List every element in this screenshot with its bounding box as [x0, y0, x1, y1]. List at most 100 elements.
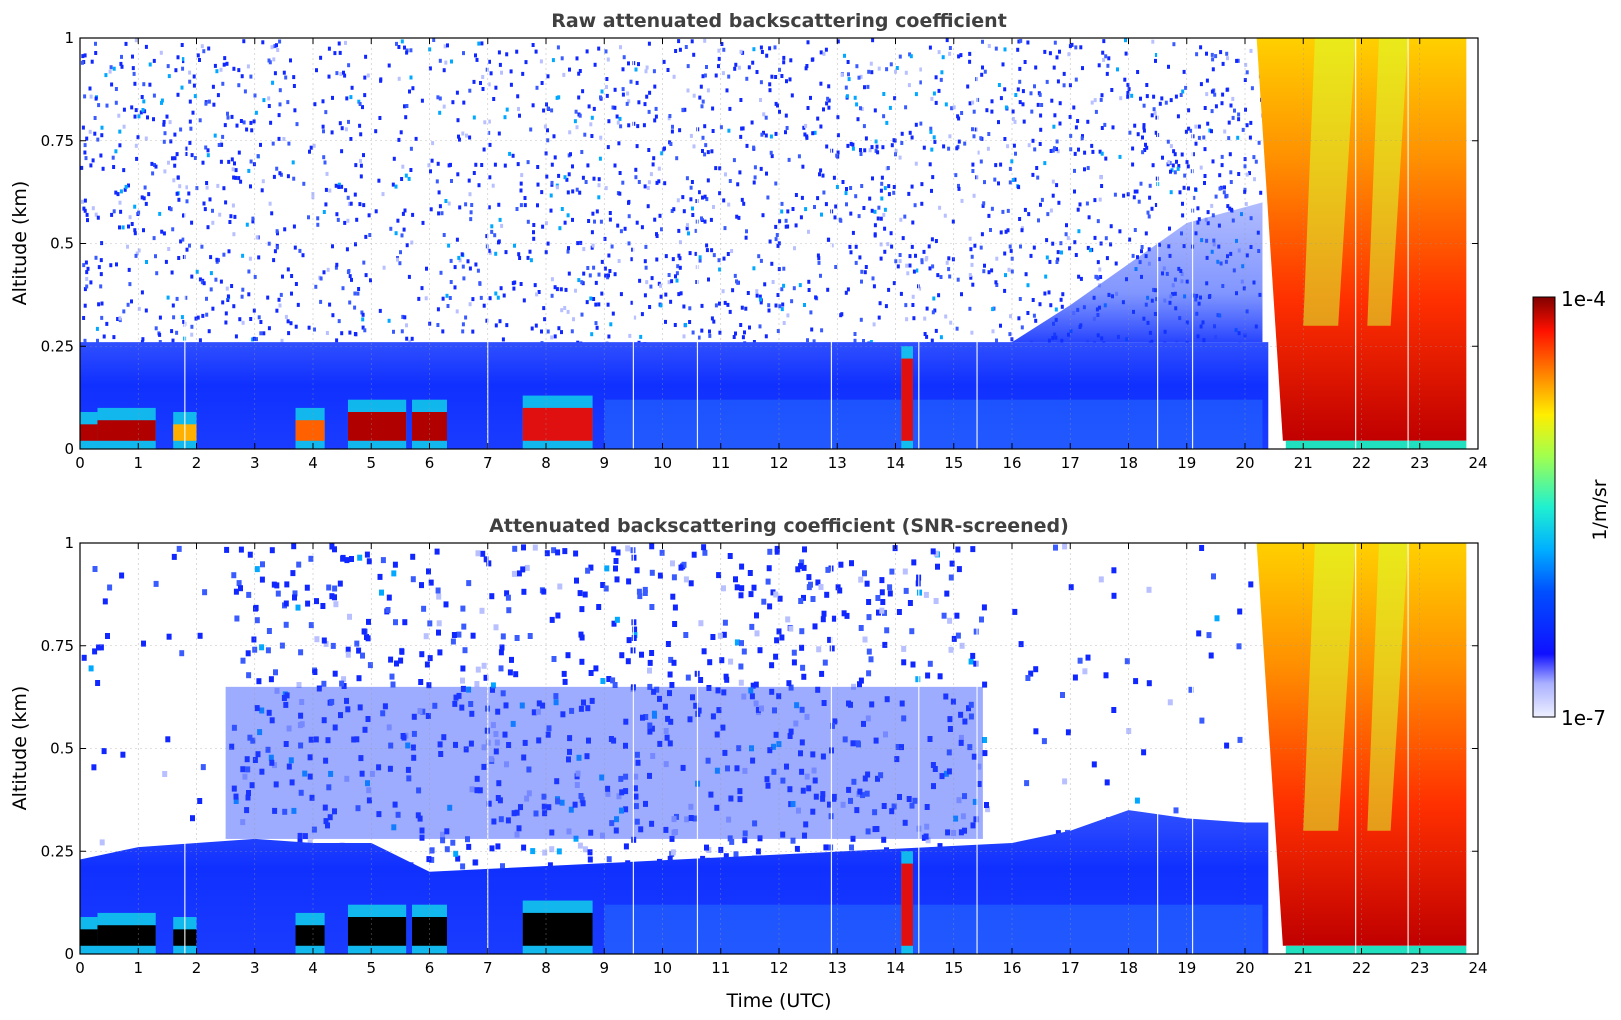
noise-pixel: [354, 736, 360, 743]
noise-pixel: [438, 96, 442, 101]
noise-pixel: [969, 275, 973, 280]
noise-pixel: [645, 280, 649, 285]
noise-pixel: [703, 194, 707, 199]
noise-pixel: [956, 277, 960, 282]
noise-pixel: [994, 46, 998, 51]
noise-pixel: [829, 645, 835, 652]
noise-pixel: [876, 609, 881, 616]
noise-pixel: [731, 288, 735, 293]
noise-pixel: [874, 826, 880, 832]
noise-pixel: [652, 712, 657, 719]
noise-pixel: [816, 196, 820, 201]
noise-pixel: [206, 148, 210, 153]
noise-pixel: [930, 548, 936, 555]
noise-pixel: [1085, 654, 1091, 661]
noise-pixel: [246, 591, 252, 598]
noise-pixel: [242, 39, 246, 44]
noise-pixel: [848, 701, 853, 708]
noise-pixel: [175, 152, 179, 157]
noise-pixel: [493, 624, 499, 631]
noise-pixel: [447, 804, 453, 811]
noise-pixel: [895, 66, 899, 70]
noise-pixel: [1154, 130, 1158, 135]
noise-pixel: [84, 156, 88, 161]
noise-pixel: [463, 746, 469, 753]
noise-pixel: [511, 570, 517, 577]
noise-pixel: [795, 566, 801, 573]
x-tick-label: 21: [1294, 959, 1313, 977]
noise-pixel: [498, 665, 504, 672]
noise-pixel: [981, 39, 984, 44]
y-ticks: 00.250.50.751: [41, 534, 1478, 963]
noise-pixel: [395, 811, 401, 818]
noise-pixel: [361, 325, 365, 330]
noise-pixel: [397, 137, 401, 142]
noise-pixel: [247, 551, 253, 558]
noise-pixel: [359, 132, 363, 137]
noise-pixel: [360, 652, 365, 659]
noise-pixel: [386, 724, 392, 731]
noise-pixel: [292, 224, 296, 229]
noise-pixel: [494, 85, 498, 90]
noise-pixel: [398, 261, 402, 266]
noise-pixel: [991, 329, 995, 334]
noise-pixel: [495, 843, 501, 850]
noise-pixel: [337, 41, 341, 46]
noise-pixel: [611, 105, 615, 110]
noise-pixel: [307, 773, 313, 780]
noise-pixel: [1144, 142, 1147, 147]
noise-pixel: [540, 81, 544, 85]
noise-pixel: [354, 640, 360, 647]
noise-pixel: [884, 696, 890, 703]
noise-pixel: [512, 545, 518, 552]
noise-pixel: [245, 766, 251, 773]
noise-pixel: [780, 307, 784, 312]
noise-pixel: [269, 120, 273, 125]
noise-pixel: [158, 332, 162, 337]
noise-pixel: [759, 45, 763, 50]
noise-pixel: [1145, 145, 1149, 150]
noise-pixel: [701, 99, 705, 104]
noise-pixel: [774, 181, 778, 186]
noise-pixel: [234, 334, 238, 339]
noise-pixel: [426, 856, 432, 863]
noise-pixel: [820, 753, 826, 760]
noise-pixel: [803, 303, 806, 307]
noise-pixel: [436, 629, 441, 636]
noise-pixel: [619, 789, 625, 796]
noise-pixel: [1155, 115, 1159, 120]
noise-pixel: [1031, 298, 1035, 302]
noise-pixel: [913, 203, 917, 208]
noise-pixel: [120, 64, 124, 69]
noise-pixel: [771, 280, 775, 284]
noise-pixel: [741, 126, 745, 131]
noise-pixel: [213, 133, 217, 138]
noise-pixel: [706, 178, 710, 183]
noise-pixel: [218, 212, 222, 217]
noise-pixel: [684, 816, 690, 823]
noise-pixel: [908, 52, 912, 57]
noise-pixel: [910, 661, 916, 668]
noise-pixel: [553, 155, 557, 160]
noise-pixel: [410, 240, 414, 245]
noise-pixel: [863, 85, 866, 90]
noise-pixel: [273, 71, 277, 76]
noise-pixel: [118, 225, 121, 230]
noise-pixel: [1012, 608, 1018, 615]
noise-pixel: [535, 85, 539, 90]
noise-pixel: [901, 659, 907, 666]
noise-pixel: [958, 739, 964, 746]
colorbar-gradient: [1532, 296, 1556, 718]
noise-pixel: [330, 130, 334, 135]
noise-pixel: [1037, 218, 1040, 223]
noise-pixel: [1158, 101, 1162, 106]
noise-pixel: [1154, 53, 1158, 57]
noise-pixel: [432, 702, 438, 709]
noise-pixel: [1066, 236, 1070, 241]
noise-pixel: [820, 791, 826, 798]
noise-pixel: [578, 190, 582, 195]
noise-pixel: [863, 270, 867, 275]
noise-pixel: [201, 313, 205, 318]
noise-pixel: [721, 631, 727, 638]
noise-pixel: [1111, 567, 1117, 574]
